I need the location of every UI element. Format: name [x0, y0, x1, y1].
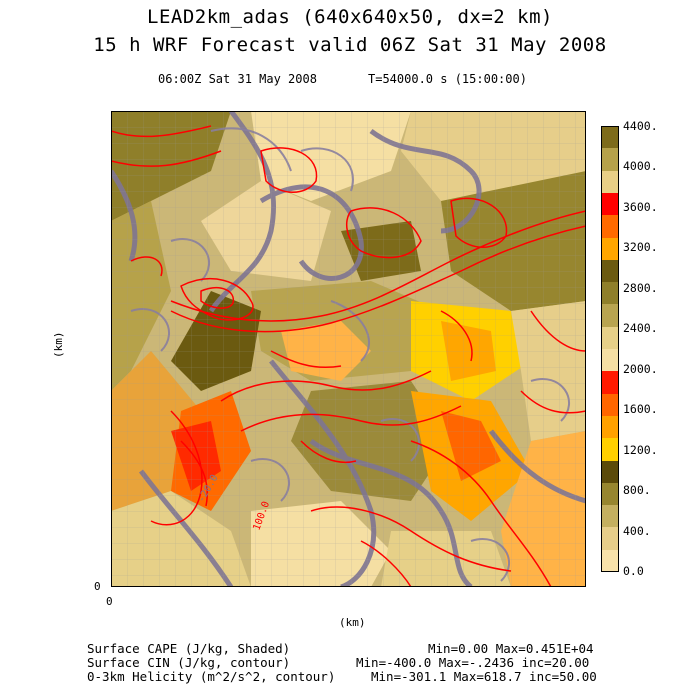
- plot-title-line2: 15 h WRF Forecast valid 06Z Sat 31 May 2…: [93, 34, 607, 56]
- colorbar-segment: [601, 505, 619, 528]
- footer-stats-cape: Min=0.00 Max=0.451E+04: [428, 641, 594, 656]
- colorbar-segment: [601, 460, 619, 484]
- footer-stats-helicity: Min=-301.1 Max=618.7 inc=50.00: [371, 669, 597, 684]
- plot-title-line1: LEAD2km_adas (640x640x50, dx=2 km): [147, 6, 553, 28]
- footer-field-cape: Surface CAPE (J/kg, Shaded): [87, 641, 291, 656]
- colorbar-segment: [601, 415, 619, 439]
- colorbar-tick-label: 3600.: [623, 199, 658, 214]
- colorbar-segment: [601, 237, 619, 261]
- colorbar-segment: [601, 326, 619, 350]
- helicity-contours: [111, 125, 586, 587]
- x-axis-label: (km): [339, 616, 366, 629]
- colorbar-segment: [601, 304, 619, 328]
- elapsed-time-label: T=54000.0 s (15:00:00): [368, 72, 527, 86]
- cape-cin-helicity-map: 100.0 -20.0: [111, 111, 586, 587]
- colorbar-tick-label: 1600.: [623, 402, 658, 417]
- colorbar-segment: [601, 282, 619, 305]
- colorbar-tick-label: 4400.: [623, 119, 658, 133]
- colorbar-segment: [601, 527, 619, 551]
- colorbar-segment: [601, 148, 619, 172]
- footer-stats-cin: Min=-400.0 Max=-.2436 inc=20.00: [356, 655, 590, 670]
- colorbar-segment: [601, 549, 619, 573]
- y-axis-label: (km): [52, 331, 65, 359]
- colorbar-frame: [601, 126, 619, 572]
- colorbar-tick-label: 4000.: [623, 159, 658, 174]
- colorbar-segment: [601, 482, 619, 506]
- map-frame: [111, 111, 586, 587]
- colorbar-tick-label: 1200.: [623, 442, 658, 457]
- colorbar-tick-label: 2800.: [623, 280, 658, 295]
- colorbar-tick-label: 2000.: [623, 361, 658, 376]
- colorbar-tick-label: 800.: [623, 483, 651, 498]
- colorbar-segment: [601, 126, 619, 149]
- colorbar-segment: [601, 371, 619, 395]
- colorbar-tick-label: 0.0: [623, 564, 644, 578]
- colorbar-tick-label: 3200.: [623, 240, 658, 255]
- colorbar-segment: [601, 393, 619, 417]
- colorbar-segment: [601, 438, 619, 461]
- x-axis-origin-tick: 0: [106, 595, 113, 608]
- colorbar-segment: [601, 215, 619, 238]
- map-grid-lines: [111, 111, 586, 587]
- y-axis-origin-tick: 0: [94, 580, 101, 593]
- colorbar-segment: [601, 170, 619, 194]
- cape-colorbar: [601, 126, 619, 573]
- footer-field-cin: Surface CIN (J/kg, contour): [87, 655, 291, 670]
- colorbar-segment: [601, 349, 619, 372]
- colorbar-segment: [601, 192, 619, 216]
- colorbar-segment: [601, 259, 619, 283]
- valid-time-label: 06:00Z Sat 31 May 2008: [158, 72, 317, 86]
- colorbar-tick-label: 2400.: [623, 321, 658, 336]
- footer-field-helicity: 0-3km Helicity (m^2/s^2, contour): [87, 669, 336, 684]
- colorbar-tick-label: 400.: [623, 523, 651, 538]
